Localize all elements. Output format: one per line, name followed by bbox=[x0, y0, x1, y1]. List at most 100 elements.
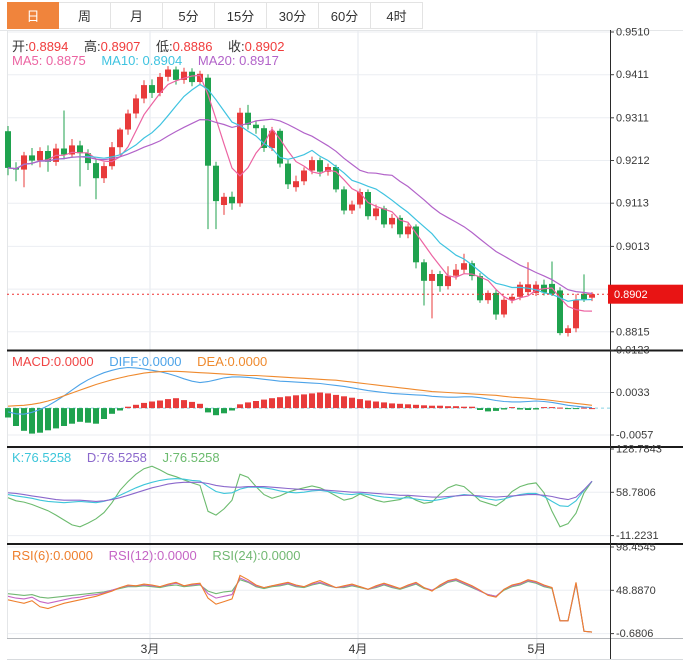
axis-tick-label: 0.9311 bbox=[616, 112, 649, 124]
x-axis-month-label: 4月 bbox=[349, 642, 368, 656]
axis-tick-label: -11.2231 bbox=[616, 530, 659, 542]
ohlc-legend: 开:0.8894 高:0.8907 低:0.8886 收:0.8902 bbox=[12, 36, 296, 55]
dea-readout: DEA:0.0000 bbox=[197, 354, 268, 369]
tab-day[interactable]: 日 bbox=[7, 2, 59, 29]
macd-hist-bar bbox=[181, 400, 187, 409]
macd-hist-bar bbox=[421, 405, 427, 409]
close-readout: 收:0.8902 bbox=[228, 39, 284, 54]
ma10-line bbox=[7, 83, 593, 302]
candle-body bbox=[333, 167, 339, 190]
macd-hist-bar bbox=[549, 407, 555, 409]
candle-body bbox=[445, 275, 451, 287]
macd-hist-bar bbox=[429, 405, 435, 409]
tab-60min[interactable]: 60分 bbox=[319, 2, 371, 29]
axis-tick-label: 0.0123 bbox=[616, 345, 650, 357]
macd-hist-bar bbox=[21, 408, 27, 431]
tab-4hour[interactable]: 4时 bbox=[371, 2, 423, 29]
close-value: 0.8902 bbox=[244, 39, 285, 54]
macd-hist-bar bbox=[413, 404, 419, 409]
candle-body bbox=[557, 290, 563, 334]
macd-hist-bar bbox=[573, 408, 579, 410]
candle-body bbox=[461, 263, 467, 270]
candle-body bbox=[5, 131, 11, 168]
ma5-readout: MA5: 0.8875 bbox=[12, 53, 86, 68]
axis-tick-label: -0.6806 bbox=[616, 628, 653, 640]
macd-hist-bar bbox=[197, 403, 203, 409]
candle-body bbox=[469, 263, 475, 277]
macd-hist-bar bbox=[149, 401, 155, 409]
macd-hist-bar bbox=[237, 404, 243, 409]
candle-body bbox=[133, 98, 139, 114]
macd-hist-bar bbox=[29, 408, 35, 434]
candle-body bbox=[325, 167, 331, 172]
macd-hist-bar bbox=[157, 400, 163, 409]
tab-week[interactable]: 周 bbox=[59, 2, 111, 29]
macd-hist-bar bbox=[477, 408, 483, 410]
macd-hist-bar bbox=[309, 393, 315, 408]
macd-hist-bar bbox=[61, 408, 67, 426]
candle-body bbox=[589, 294, 595, 298]
candle-body bbox=[477, 276, 483, 301]
macd-hist-bar bbox=[405, 404, 411, 409]
candle-body bbox=[253, 124, 259, 129]
macd-hist-bar bbox=[77, 408, 83, 422]
candle-body bbox=[277, 130, 283, 164]
candle-body bbox=[181, 71, 187, 80]
axis-tick-label: 0.9411 bbox=[616, 69, 649, 81]
macd-hist-bar bbox=[101, 408, 107, 419]
macd-hist-bar bbox=[141, 402, 147, 409]
axis-tick-label: 0.9510 bbox=[616, 27, 650, 39]
candle-body bbox=[341, 189, 347, 211]
candle-body bbox=[141, 85, 147, 99]
candle-body bbox=[197, 73, 203, 82]
candle-body bbox=[453, 269, 459, 276]
macd-hist-bar bbox=[133, 404, 139, 409]
ma20-readout: MA20: 0.8917 bbox=[197, 53, 279, 68]
candle-body bbox=[493, 292, 499, 315]
candle-body bbox=[509, 296, 515, 300]
low-label: 低: bbox=[156, 39, 173, 54]
candle-body bbox=[117, 129, 123, 148]
macd-hist-bar bbox=[365, 400, 371, 409]
candle-body bbox=[573, 300, 579, 329]
rsi-legend: RSI(6):0.0000 RSI(12):0.0000 RSI(24):0.0… bbox=[12, 548, 313, 563]
macd-hist-bar bbox=[397, 403, 403, 409]
macd-hist-bar bbox=[517, 408, 523, 410]
candle-body bbox=[405, 226, 411, 235]
candle-body bbox=[309, 160, 315, 171]
macd-diff-line bbox=[7, 366, 593, 415]
candle-body bbox=[317, 160, 323, 172]
tab-5min[interactable]: 5分 bbox=[163, 2, 215, 29]
candle-body bbox=[373, 208, 379, 217]
candle-body bbox=[485, 292, 491, 301]
candle-body bbox=[61, 148, 67, 155]
candle-body bbox=[381, 208, 387, 225]
macd-hist-bar bbox=[445, 406, 451, 409]
candle-body bbox=[29, 155, 35, 161]
candle-body bbox=[221, 196, 227, 205]
axis-tick-label: 0.8815 bbox=[616, 326, 650, 338]
macd-hist-bar bbox=[317, 392, 323, 409]
tab-month[interactable]: 月 bbox=[111, 2, 163, 29]
macd-hist-bar bbox=[165, 399, 171, 409]
last-price-badge bbox=[608, 284, 683, 304]
axis-tick-label: 0.9013 bbox=[616, 241, 650, 253]
macd-hist-bar bbox=[349, 397, 355, 409]
tab-30min[interactable]: 30分 bbox=[267, 2, 319, 29]
candle-body bbox=[125, 113, 131, 130]
macd-hist-bar bbox=[485, 408, 491, 412]
tab-15min[interactable]: 15分 bbox=[215, 2, 267, 29]
macd-hist-bar bbox=[357, 399, 363, 409]
macd-hist-bar bbox=[557, 407, 563, 409]
candle-body bbox=[213, 165, 219, 202]
macd-hist-bar bbox=[565, 408, 571, 410]
macd-hist-bar bbox=[53, 408, 59, 429]
candle-body bbox=[437, 274, 443, 287]
candle-body bbox=[45, 151, 51, 162]
macd-hist-bar bbox=[85, 408, 91, 423]
open-value: 0.8894 bbox=[28, 39, 69, 54]
kdj-legend: K:76.5258 D:76.5258 J:76.5258 bbox=[12, 450, 232, 465]
axis-tick-label: 48.8870 bbox=[616, 585, 656, 597]
